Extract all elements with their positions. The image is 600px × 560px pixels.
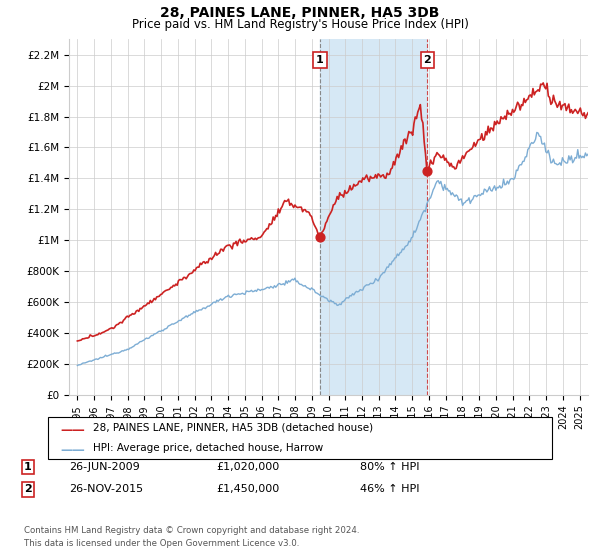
Text: 26-JUN-2009: 26-JUN-2009 [69,462,140,472]
Text: 2: 2 [24,484,32,494]
Text: ——: —— [60,444,85,457]
Point [315,232,325,241]
Bar [320,39,427,395]
Text: 46% ↑ HPI: 46% ↑ HPI [360,484,419,494]
Text: Price paid vs. HM Land Registry's House Price Index (HPI): Price paid vs. HM Land Registry's House … [131,18,469,31]
Text: £1,450,000: £1,450,000 [216,484,279,494]
Text: £1,020,000: £1,020,000 [216,462,279,472]
Text: This data is licensed under the Open Government Licence v3.0.: This data is licensed under the Open Gov… [24,539,299,548]
Text: ——: —— [60,424,85,437]
Text: 26-NOV-2015: 26-NOV-2015 [69,484,143,494]
Text: 1: 1 [316,55,324,65]
Text: 1: 1 [24,462,32,472]
Text: 2: 2 [424,55,431,65]
Text: Contains HM Land Registry data © Crown copyright and database right 2024.: Contains HM Land Registry data © Crown c… [24,526,359,535]
Text: 80% ↑ HPI: 80% ↑ HPI [360,462,419,472]
Point [422,166,432,175]
Text: HPI: Average price, detached house, Harrow: HPI: Average price, detached house, Harr… [93,443,323,453]
Text: 28, PAINES LANE, PINNER, HA5 3DB (detached house): 28, PAINES LANE, PINNER, HA5 3DB (detach… [93,423,373,433]
Text: 28, PAINES LANE, PINNER, HA5 3DB: 28, PAINES LANE, PINNER, HA5 3DB [160,6,440,20]
